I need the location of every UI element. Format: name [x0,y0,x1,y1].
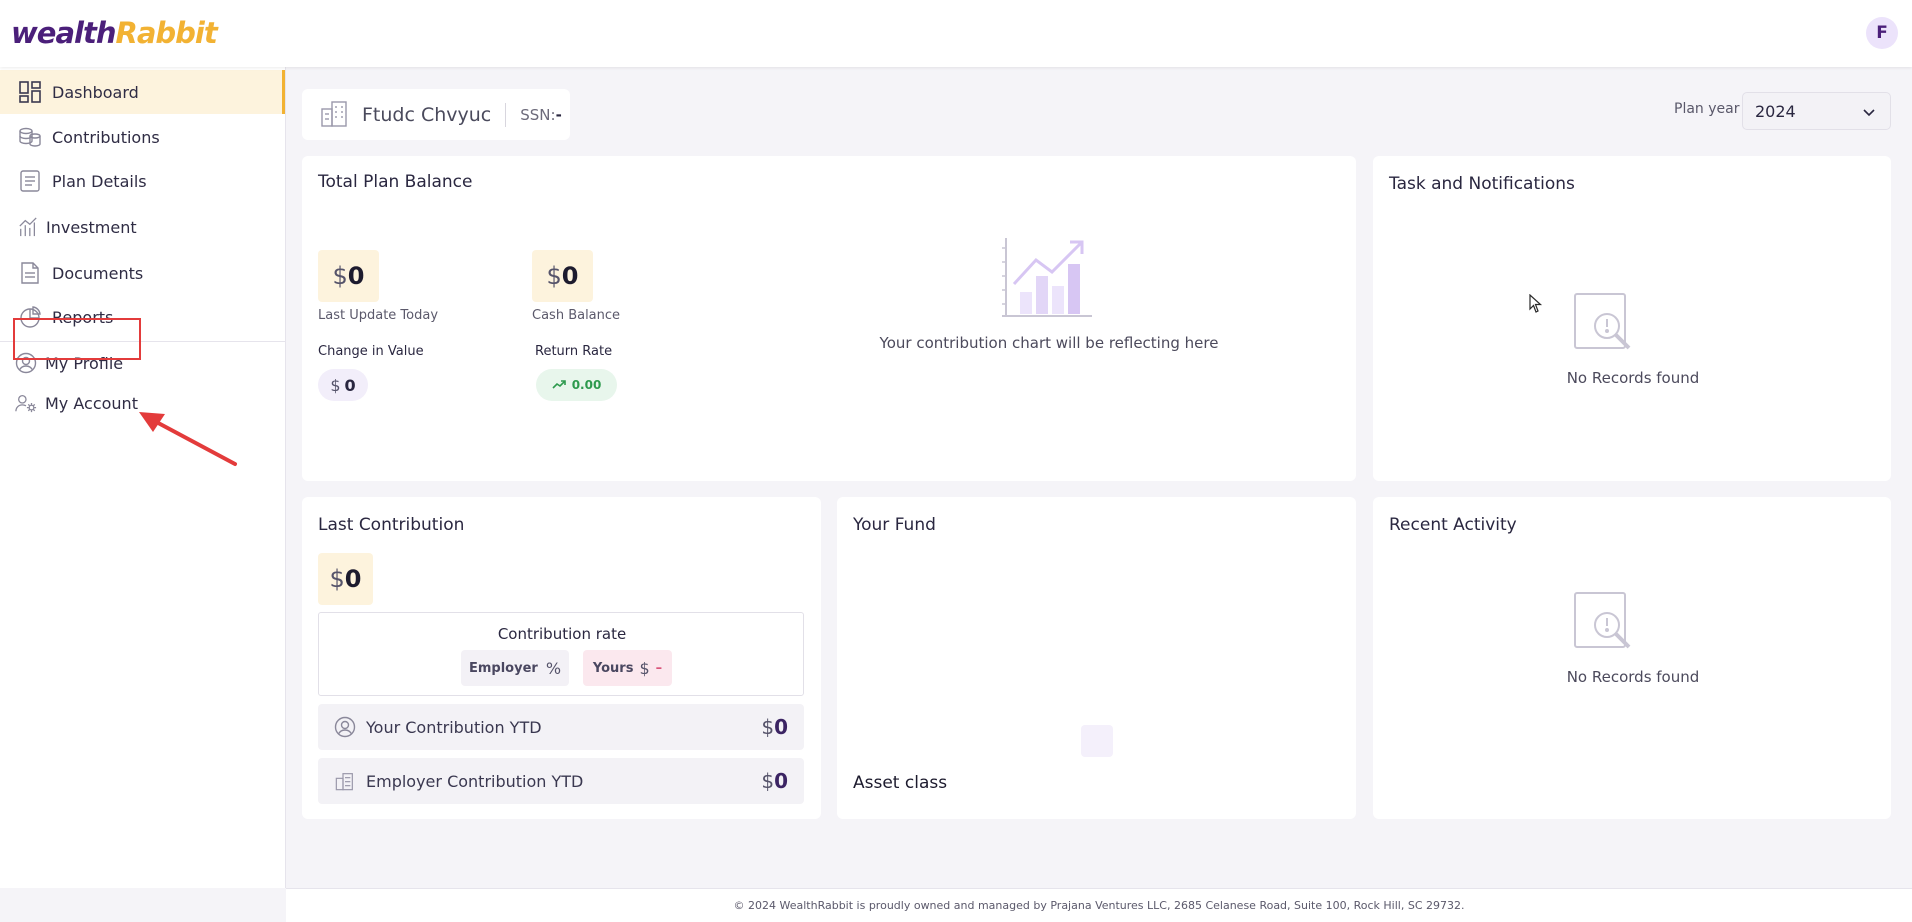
sidebar: Dashboard Contributions Plan Details Inv… [0,67,286,888]
currency-symbol: $ [761,715,775,739]
sidebar-item-label: Investment [46,217,137,237]
trending-up-icon [552,378,566,392]
sidebar-item-documents[interactable]: Documents [0,251,285,295]
return-rate-value: 0.00 [571,378,602,392]
building-icon [334,770,356,792]
currency-symbol: $ [329,565,345,593]
currency-symbol: $ [330,375,341,395]
sidebar-item-label: Plan Details [52,171,147,191]
sidebar-item-contributions[interactable]: Contributions [0,115,285,159]
asset-class-label: Asset class [853,773,948,793]
chart-placeholder-icon [1002,236,1094,324]
employer-ytd-amount: $0 [761,769,788,793]
chip-separator [505,102,507,127]
employer-rate-label: Employer [468,660,538,676]
return-rate-label: Return Rate [535,344,613,359]
coins-icon [18,125,42,149]
currency-symbol: $ [761,769,775,793]
employer-contribution-ytd-row: Employer Contribution YTD $0 [318,758,804,804]
logo-text-wealth: wealth [11,16,116,50]
yours-rate-label: Yours [592,660,634,676]
building-icon [320,99,350,131]
sidebar-item-dashboard[interactable]: Dashboard [0,70,285,114]
annotation-highlight-box [13,318,141,360]
tasks-notifications-card: Task and Notifications No Records found [1373,156,1891,481]
participant-chip: Ftudc Chvyuc SSN: - [302,89,570,140]
annotation-arrow [139,412,237,466]
yours-rate-symbol: $ [639,658,650,678]
total-plan-balance-card: Total Plan Balance $0 Last Update Today … [302,156,1356,481]
contribution-rate-box: Contribution rate Employer % Yours $ – [318,612,804,696]
sidebar-item-label: My Account [45,393,138,413]
dashboard-icon [18,80,42,104]
card-title: Total Plan Balance [318,172,473,192]
cash-balance-amount: $0 [532,250,593,302]
user-gear-icon [15,391,37,415]
employer-rate-symbol: % [545,658,562,678]
return-rate-pill: 0.00 [536,369,617,401]
participant-name: Ftudc Chvyuc [362,103,492,126]
sidebar-item-label: Reports [52,307,114,327]
chevron-down-icon [1862,104,1876,123]
amount-value: 0 [561,262,579,290]
sidebar-item-label: Documents [52,263,144,283]
plan-year-select[interactable]: 2024 [1742,92,1891,130]
footer-text: © 2024 WealthRabbit is proudly owned and… [733,899,1465,912]
card-title: Task and Notifications [1389,174,1575,194]
chart-placeholder-text: Your contribution chart will be reflecti… [879,334,1219,352]
cash-balance-label: Cash Balance [532,308,621,323]
sidebar-item-plan-details[interactable]: Plan Details [0,159,285,203]
no-records-text: No Records found [1566,369,1700,387]
recent-activity-card: Recent Activity No Records found [1373,497,1891,819]
sidebar-item-label: Dashboard [52,82,139,102]
no-records-icon [1573,591,1637,657]
sidebar-divider [0,341,285,342]
sidebar-item-investment[interactable]: Investment [0,205,285,249]
last-update-label: Last Update Today [318,308,439,323]
yours-rate-tag: Yours $ – [583,650,672,686]
sidebar-item-my-account[interactable]: My Account [0,381,285,425]
card-title: Last Contribution [318,515,465,535]
currency-symbol: $ [546,262,562,290]
last-contribution-amount: $0 [318,553,373,605]
no-records-icon [1573,292,1637,358]
employer-rate-tag: Employer % [461,650,569,686]
no-records-text: No Records found [1566,668,1700,686]
amount-value: 0 [774,715,788,739]
currency-symbol: $ [332,262,348,290]
amount-value: 0 [774,769,788,793]
loading-placeholder [1081,725,1113,757]
file-icon [18,261,42,285]
top-header: wealthRabbit F [0,0,1912,67]
yours-rate-value: – [655,660,663,676]
ssn-value: - [555,105,562,124]
document-list-icon [18,169,42,193]
sidebar-item-label: Contributions [52,127,160,147]
mouse-cursor-icon [1529,294,1543,313]
card-title: Recent Activity [1389,515,1517,535]
change-value: 0 [344,375,356,395]
wealthrabbit-logo[interactable]: wealthRabbit [11,16,218,50]
amount-value: 0 [347,262,365,290]
your-ytd-amount: $0 [761,715,788,739]
employer-ytd-label: Employer Contribution YTD [366,771,584,791]
logo-text-rabbit: Rabbit [115,16,217,50]
change-in-value-pill: $0 [318,369,368,401]
change-in-value-label: Change in Value [318,344,424,359]
card-title: Your Fund [853,515,936,535]
last-update-amount: $0 [318,250,379,302]
your-contribution-ytd-row: Your Contribution YTD $0 [318,704,804,750]
user-circle-icon [15,351,37,375]
user-avatar[interactable]: F [1866,17,1898,49]
contribution-rate-title: Contribution rate [497,625,627,643]
your-fund-card: Your Fund Asset class [837,497,1356,819]
plan-year-label: Plan year [1674,101,1740,117]
plan-year-value: 2024 [1755,101,1796,121]
growth-chart-icon [18,215,38,239]
user-circle-icon [334,716,356,738]
ssn-label: SSN: [520,105,556,124]
your-ytd-label: Your Contribution YTD [366,717,542,737]
page-footer: © 2024 WealthRabbit is proudly owned and… [286,888,1912,922]
amount-value: 0 [344,565,362,593]
